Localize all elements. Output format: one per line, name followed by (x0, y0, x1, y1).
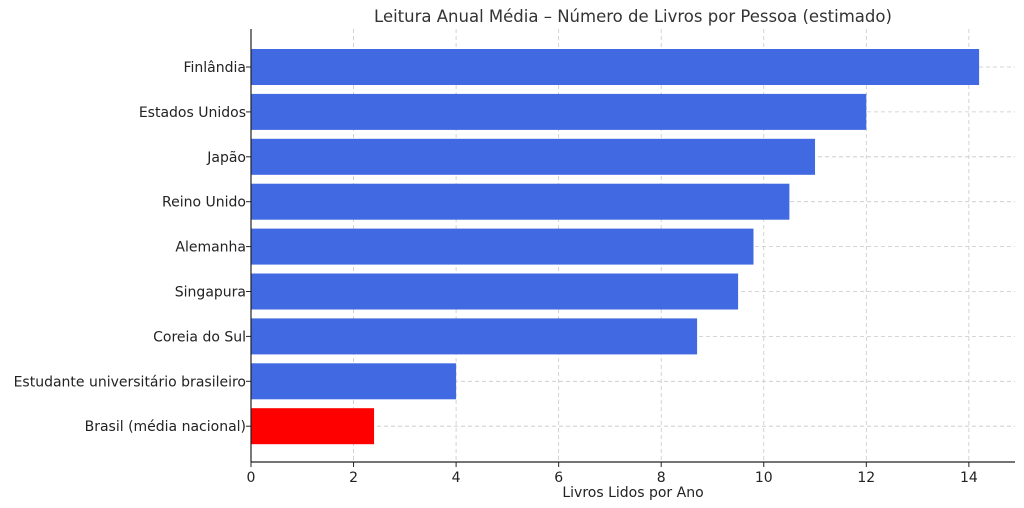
bar (251, 408, 375, 445)
bar (251, 183, 790, 220)
x-axis-label: Livros Lidos por Ano (562, 485, 703, 501)
bar (251, 49, 980, 85)
y-tick-label: Reino Unido (162, 195, 246, 211)
bars (251, 49, 980, 445)
x-tick-label: 10 (755, 470, 773, 486)
x-tick-label: 0 (247, 470, 256, 486)
chart-title: Leitura Anual Média – Número de Livros p… (374, 7, 892, 26)
bar (251, 273, 739, 310)
bar (251, 318, 698, 355)
y-tick-label: Finlândia (184, 60, 247, 76)
bar (251, 363, 457, 400)
y-tick-label: Estudante universitário brasileiro (14, 374, 246, 390)
y-tick-label: Brasil (média nacional) (85, 419, 246, 435)
bar (251, 138, 816, 175)
x-tick-label: 14 (960, 470, 978, 486)
bar (251, 93, 867, 130)
x-tick-label: 2 (349, 470, 358, 486)
y-tick-label: Estados Unidos (139, 105, 246, 121)
axes (250, 29, 1015, 463)
x-tick-label: 8 (657, 470, 666, 486)
x-tick-label: 6 (554, 470, 563, 486)
y-tick-label: Japão (206, 150, 246, 166)
x-ticks: 0 2 4 6 8 10 12 14 (247, 462, 978, 486)
y-tick-label: Singapura (175, 285, 246, 301)
x-tick-label: 12 (857, 470, 875, 486)
y-tick-label: Alemanha (175, 240, 246, 256)
bar (251, 228, 754, 265)
y-tick-label: Coreia do Sul (153, 329, 246, 345)
x-tick-label: 4 (452, 470, 461, 486)
y-ticks: Finlândia Estados Unidos Japão Reino Unido A… (14, 60, 251, 435)
